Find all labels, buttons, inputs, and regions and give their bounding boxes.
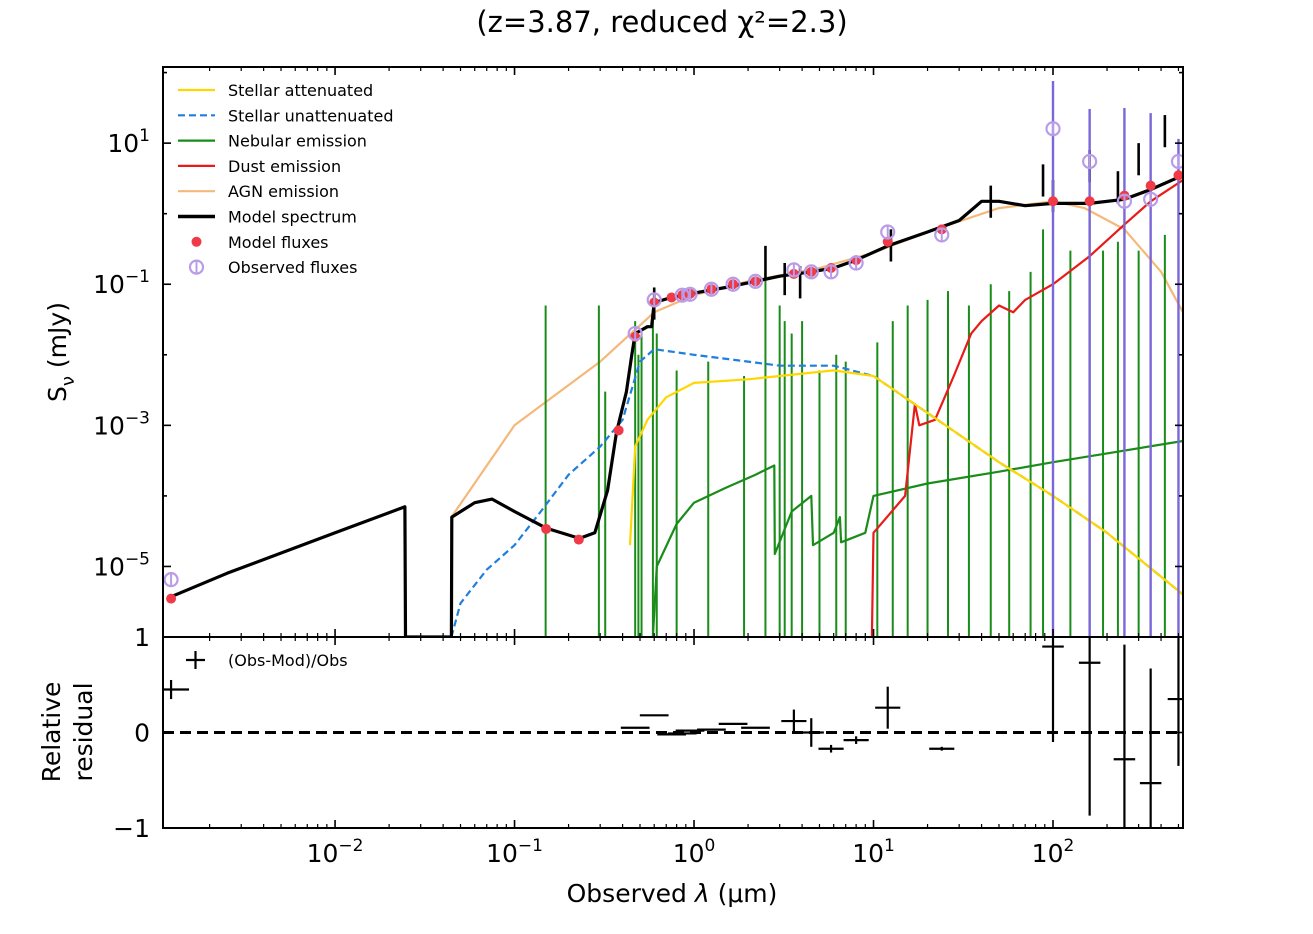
residual-plot-area — [163, 637, 1183, 828]
model-flux-point — [166, 593, 177, 604]
series-stellar-unattenuated — [450, 348, 1183, 637]
model-flux-point — [573, 534, 584, 545]
x-tick-label: 101 — [852, 836, 895, 868]
series-dust-emission — [870, 179, 1183, 637]
x-tick-label: 10−1 — [486, 836, 543, 868]
model-flux-point — [613, 425, 624, 436]
series-nebular-emission — [651, 439, 1183, 637]
legend-marker — [191, 236, 202, 247]
legend-label: Model spectrum — [228, 208, 357, 227]
residual-panel — [163, 637, 1183, 828]
legend-label: Nebular emission — [228, 132, 367, 151]
chart-title: (z=3.87, reduced χ²=2.3) — [476, 5, 847, 39]
legend-label: Observed fluxes — [228, 258, 357, 277]
legend-label: Model fluxes — [228, 233, 329, 252]
residual-y-tick-label: −1 — [113, 814, 150, 843]
residual-y-tick-label: 0 — [134, 719, 150, 748]
y-axis-label-residual-1: Relative — [37, 682, 66, 783]
legend-label: Dust emission — [228, 157, 341, 176]
spectrum-panel — [163, 80, 1183, 637]
model-flux-point — [666, 292, 677, 303]
y-tick-label: 10−5 — [93, 549, 150, 581]
legend-label: Stellar unattenuated — [228, 106, 393, 125]
legend-residual-label: (Obs-Mod)/Obs — [228, 651, 348, 670]
x-label-lambda: λ — [693, 879, 710, 908]
y-label-nu: ν — [58, 376, 79, 386]
model-flux-point — [541, 523, 552, 534]
y-label-unit: (mJy) — [43, 302, 72, 376]
x-label-unit: (μm) — [710, 879, 778, 908]
residual-y-tick-label: 1 — [134, 623, 150, 652]
x-tick-label: 102 — [1032, 836, 1075, 868]
x-label-main: Observed — [567, 879, 695, 908]
y-tick-label: 10−1 — [93, 267, 150, 299]
model-flux-point — [1173, 170, 1183, 181]
spectrum-plot-area — [163, 80, 1183, 637]
legend-label: Stellar attenuated — [228, 81, 373, 100]
y-tick-label: 101 — [107, 126, 150, 158]
model-flux-point — [882, 236, 893, 247]
y-tick-label: 10−3 — [93, 408, 150, 440]
model-flux-point — [1145, 180, 1156, 191]
x-axis-label: Observed λ (μm) — [567, 879, 778, 908]
x-tick-label: 10−2 — [307, 836, 364, 868]
model-flux-point — [1048, 196, 1059, 207]
x-tick-label: 100 — [673, 836, 716, 868]
model-flux-point — [1084, 196, 1095, 207]
series-stellar-attenuated — [628, 369, 1183, 596]
legend-label: AGN emission — [228, 182, 339, 201]
y-axis-label-spectrum: Sν (mJy) — [43, 302, 79, 402]
legend-residual: (Obs-Mod)/Obs — [186, 651, 348, 670]
series-agn-emission — [450, 200, 1183, 518]
y-label-s: S — [43, 386, 72, 402]
legend-spectrum: Stellar attenuated Stellar unattenuated Ne… — [178, 81, 393, 277]
y-axis-label-residual-2: residual — [69, 682, 98, 781]
